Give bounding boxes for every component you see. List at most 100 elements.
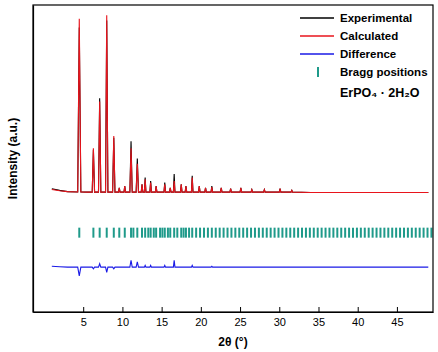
- bragg-tick: [230, 228, 232, 238]
- bragg-tick: [305, 228, 307, 238]
- bragg-tick: [99, 228, 101, 238]
- bragg-tick: [297, 228, 299, 238]
- x-tick: 15: [156, 307, 168, 328]
- bragg-tick: [238, 228, 240, 238]
- bragg-tick: [360, 228, 362, 238]
- bragg-tick: [164, 228, 166, 238]
- bragg-tick: [277, 228, 279, 238]
- bragg-tick: [188, 228, 190, 238]
- bragg-tick: [155, 228, 157, 238]
- bragg-tick: [336, 228, 338, 238]
- x-tick: 25: [234, 307, 246, 328]
- x-tick: 40: [352, 307, 364, 328]
- x-tick: 10: [117, 307, 129, 328]
- bragg-tick: [289, 228, 291, 238]
- bragg-tick: [411, 228, 413, 238]
- bragg-tick: [234, 228, 236, 238]
- bragg-tick: [223, 228, 225, 238]
- bragg-tick: [106, 228, 108, 238]
- bragg-tick: [219, 228, 221, 238]
- bragg-tick: [215, 228, 217, 238]
- bragg-tick: [395, 228, 397, 238]
- bragg-tick: [427, 228, 429, 238]
- bragg-tick: [328, 228, 330, 238]
- x-tick-label: 30: [274, 316, 286, 328]
- series-line: [52, 21, 428, 193]
- legend-label: Experimental: [340, 12, 412, 24]
- x-tick: 20: [195, 307, 207, 328]
- bragg-tick: [309, 228, 311, 238]
- plot-area: [52, 15, 432, 275]
- bragg-tick: [199, 228, 201, 238]
- bragg-tick: [344, 228, 346, 238]
- bragg-tick: [352, 228, 354, 238]
- bragg-tick: [430, 228, 432, 238]
- bragg-tick: [180, 228, 182, 238]
- legend-label: Difference: [340, 48, 396, 60]
- x-tick-mark: [122, 307, 123, 312]
- x-tick: 5: [81, 307, 87, 328]
- bragg-tick: [403, 228, 405, 238]
- bragg-tick: [407, 228, 409, 238]
- series-line: [52, 15, 428, 192]
- bragg-tick: [387, 228, 389, 238]
- x-tick-mark: [83, 307, 84, 312]
- x-tick-label: 5: [81, 316, 87, 328]
- bragg-tick: [376, 228, 378, 238]
- x-axis: 5 10 15 20 25 30 35 40 45: [34, 307, 434, 328]
- bragg-tick: [301, 228, 303, 238]
- bragg-tick: [399, 228, 401, 238]
- bragg-tick: [118, 228, 120, 238]
- bragg-tick: [348, 228, 350, 238]
- bragg-tick: [368, 228, 370, 238]
- bragg-tick: [325, 228, 327, 238]
- bragg-tick: [227, 228, 229, 238]
- bragg-tick: [124, 228, 126, 238]
- bragg-tick: [183, 228, 185, 238]
- bragg-tick: [78, 228, 80, 238]
- bragg-tick: [136, 228, 138, 238]
- x-axis-line: [34, 312, 434, 313]
- series-line: [52, 260, 428, 276]
- bragg-tick: [113, 228, 115, 238]
- legend-label: Bragg positions: [340, 66, 428, 78]
- x-tick-mark: [358, 307, 359, 312]
- bragg-tick: [150, 228, 152, 238]
- bragg-tick: [254, 228, 256, 238]
- bragg-tick: [144, 228, 146, 238]
- x-tick-mark: [162, 307, 163, 312]
- x-tick-mark: [240, 307, 241, 312]
- bragg-tick: [159, 228, 161, 238]
- bragg-tick: [185, 228, 187, 238]
- bragg-tick: [321, 228, 323, 238]
- bragg-tick: [419, 228, 421, 238]
- x-tick: 35: [313, 307, 325, 328]
- legend-swatch: [300, 35, 334, 37]
- x-tick-label: 15: [156, 316, 168, 328]
- bragg-tick: [169, 228, 171, 238]
- x-tick-label: 20: [195, 316, 207, 328]
- legend-swatch: [317, 67, 319, 77]
- bragg-tick: [364, 228, 366, 238]
- bragg-tick: [262, 228, 264, 238]
- bragg-tick: [242, 228, 244, 238]
- bragg-tick: [191, 228, 193, 238]
- bragg-tick: [92, 228, 94, 238]
- bragg-tick: [285, 228, 287, 238]
- bragg-tick: [161, 228, 163, 238]
- y-axis-line: [33, 6, 34, 313]
- bragg-tick: [211, 228, 213, 238]
- plot-frame: [33, 5, 433, 312]
- x-tick-mark: [397, 307, 398, 312]
- chart: 510152025303540452θ (°)Intensity (a.u.)E…: [0, 0, 438, 352]
- bragg-tick: [153, 228, 155, 238]
- x-axis-title: 2θ (°): [218, 335, 247, 349]
- bragg-tick: [274, 228, 276, 238]
- bragg-tick: [332, 228, 334, 238]
- bragg-tick: [379, 228, 381, 238]
- annotation: ErPO₄ · 2H₂O: [340, 86, 420, 100]
- x-tick: 45: [391, 307, 403, 328]
- bragg-tick: [372, 228, 374, 238]
- bragg-tick: [317, 228, 319, 238]
- bragg-tick: [173, 228, 175, 238]
